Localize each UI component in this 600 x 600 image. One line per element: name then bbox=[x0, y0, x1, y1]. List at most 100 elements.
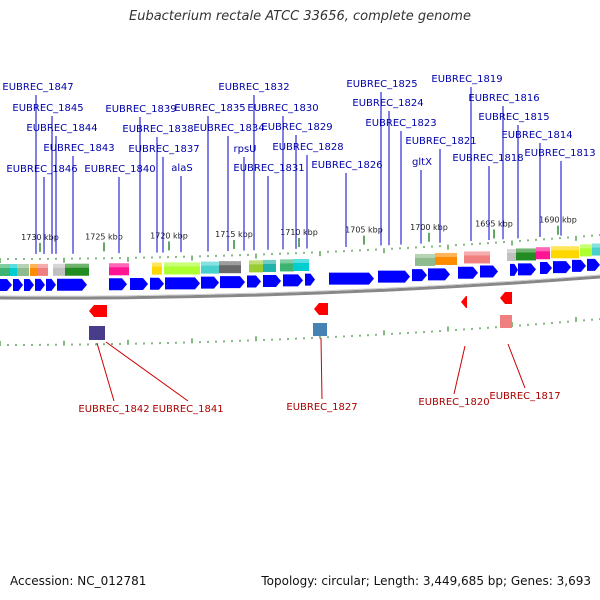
feature-block bbox=[249, 260, 263, 273]
gene-label-eubrec-1830: EUBREC_1830 bbox=[247, 103, 318, 114]
gene-label-eubrec-1838: EUBREC_1838 bbox=[122, 124, 193, 135]
gene-label-eubrec-1835: EUBREC_1835 bbox=[174, 103, 245, 114]
feature-block-shine bbox=[17, 263, 29, 268]
feature-block-shine bbox=[219, 261, 241, 266]
forward-gene-arrow bbox=[283, 274, 303, 287]
gene-label-eubrec-1827: EUBREC_1827 bbox=[286, 402, 357, 413]
forward-gene-arrow bbox=[540, 261, 552, 274]
gene-label-eubrec-1825: EUBREC_1825 bbox=[346, 79, 417, 90]
feature-block-shine bbox=[30, 263, 38, 268]
feature-block bbox=[17, 263, 29, 276]
forward-gene-arrow bbox=[428, 268, 450, 281]
forward-gene-arrow bbox=[510, 263, 518, 276]
feature-block bbox=[219, 261, 241, 274]
leader-line-eubrec-1820 bbox=[453, 345, 466, 395]
feature-block-shine bbox=[580, 244, 592, 249]
genome-backbone bbox=[0, 275, 600, 300]
gene-label-eubrec-1828: EUBREC_1828 bbox=[272, 142, 343, 153]
feature-block bbox=[592, 243, 600, 256]
gene-label-eubrec-1844: EUBREC_1844 bbox=[26, 123, 97, 134]
reverse-gene-arrow bbox=[461, 296, 467, 308]
gene-label-eubrec-1840: EUBREC_1840 bbox=[84, 164, 155, 175]
feature-block-shine bbox=[464, 251, 490, 256]
forward-gene-arrow bbox=[109, 278, 127, 291]
feature-block bbox=[280, 259, 294, 272]
forward-gene-arrow bbox=[572, 259, 586, 272]
kbp-tick-label: 1700 kbp bbox=[410, 223, 448, 232]
forward-gene-arrow bbox=[130, 278, 148, 291]
gene-label-eubrec-1821: EUBREC_1821 bbox=[405, 136, 476, 147]
feature-block bbox=[507, 249, 516, 262]
forward-gene-arrow bbox=[13, 278, 23, 291]
gene-label-eubrec-1839: EUBREC_1839 bbox=[105, 104, 176, 115]
feature-block bbox=[516, 248, 536, 261]
gene-label-eubrec-1841: EUBREC_1841 bbox=[152, 404, 223, 415]
feature-block-shine bbox=[109, 263, 129, 268]
feature-block bbox=[152, 262, 162, 275]
kbp-tick-label: 1715 kbp bbox=[215, 230, 253, 239]
feature-block bbox=[201, 261, 219, 274]
gene-label-eubrec-1816: EUBREC_1816 bbox=[468, 93, 539, 104]
feature-block bbox=[293, 258, 309, 271]
forward-gene-arrow bbox=[329, 272, 374, 285]
kbp-tick-label: 1730 kbp bbox=[21, 233, 59, 242]
kbp-tick-label: 1710 kbp bbox=[280, 228, 318, 237]
gene-label-eubrec-1819: EUBREC_1819 bbox=[431, 74, 502, 85]
kbp-tick-label: 1720 kbp bbox=[150, 231, 188, 240]
feature-block-shine bbox=[293, 258, 309, 263]
gene-label-eubrec-1817: EUBREC_1817 bbox=[489, 391, 560, 402]
feature-block-shine bbox=[280, 259, 294, 264]
gene-label-gltx: gltX bbox=[412, 157, 432, 168]
gene-label-eubrec-1842: EUBREC_1842 bbox=[78, 404, 149, 415]
feature-block bbox=[415, 253, 435, 266]
feature-block bbox=[109, 263, 129, 276]
feature-block-shine bbox=[516, 248, 536, 253]
gene-label-eubrec-1846: EUBREC_1846 bbox=[6, 164, 77, 175]
feature-block-shine bbox=[551, 246, 579, 251]
feature-block-shine bbox=[201, 261, 219, 266]
feature-block bbox=[551, 246, 579, 259]
feature-block-shine bbox=[152, 262, 162, 267]
feature-block bbox=[65, 263, 89, 276]
feature-block-shine bbox=[0, 264, 10, 268]
forward-gene-arrow bbox=[458, 266, 478, 279]
forward-gene-arrow bbox=[480, 265, 498, 278]
gene-label-eubrec-1845: EUBREC_1845 bbox=[12, 103, 83, 114]
feature-block bbox=[0, 264, 10, 276]
kbp-tick-label: 1725 kbp bbox=[85, 232, 123, 241]
feature-block-shine bbox=[65, 263, 89, 268]
forward-gene-arrow bbox=[263, 274, 281, 287]
feature-block-shine bbox=[53, 263, 65, 268]
reverse-gene-arrow bbox=[500, 292, 512, 304]
feature-block-shine bbox=[592, 243, 600, 248]
feature-block-shine bbox=[249, 260, 263, 265]
feature-block bbox=[10, 263, 19, 276]
feature-block-shine bbox=[10, 263, 19, 268]
gene-label-eubrec-1832: EUBREC_1832 bbox=[218, 82, 289, 93]
leader-line-eubrec-1817 bbox=[507, 343, 526, 389]
gene-label-rpsu: rpsU bbox=[234, 144, 257, 155]
feature-block bbox=[435, 252, 457, 265]
kbp-tick-label: 1695 kbp bbox=[475, 219, 513, 228]
forward-gene-arrow bbox=[247, 275, 261, 288]
leader-line-eubrec-1827 bbox=[320, 337, 323, 400]
forward-gene-arrow bbox=[201, 276, 219, 289]
forward-gene-arrow bbox=[587, 258, 600, 271]
feature-block bbox=[38, 263, 48, 276]
feature-block bbox=[53, 263, 65, 276]
feature-block bbox=[580, 244, 592, 257]
feature-block bbox=[164, 262, 200, 275]
gene-label-eubrec-1823: EUBREC_1823 bbox=[365, 118, 436, 129]
reverse-feature-block bbox=[313, 323, 327, 336]
gene-label-eubrec-1843: EUBREC_1843 bbox=[43, 143, 114, 154]
gene-label-eubrec-1813: EUBREC_1813 bbox=[524, 148, 595, 159]
feature-block-shine bbox=[536, 247, 550, 252]
gene-label-eubrec-1826: EUBREC_1826 bbox=[311, 160, 382, 171]
forward-gene-arrow bbox=[305, 273, 315, 286]
gene-label-eubrec-1829: EUBREC_1829 bbox=[261, 122, 332, 133]
gene-label-eubrec-1818: EUBREC_1818 bbox=[452, 153, 523, 164]
forward-gene-arrow bbox=[412, 269, 427, 282]
reverse-gene-arrow bbox=[89, 305, 107, 317]
leader-line-eubrec-1841 bbox=[105, 341, 189, 402]
reverse-gene-arrow bbox=[314, 303, 328, 315]
